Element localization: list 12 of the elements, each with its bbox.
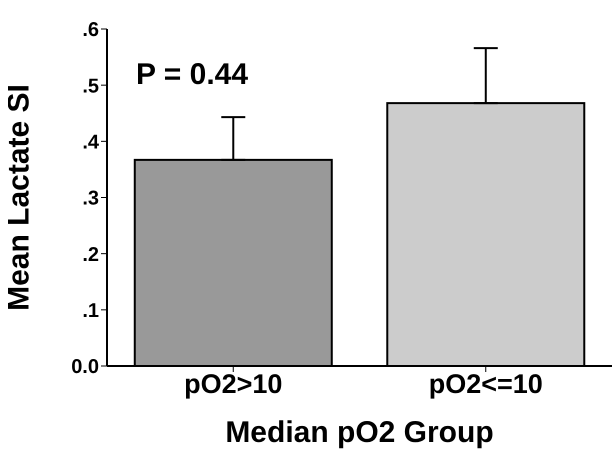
y-axis-title: Mean Lactate SI bbox=[2, 84, 36, 311]
y-tick-label: .5 bbox=[82, 75, 99, 98]
x-tick-label: pO2>10 bbox=[184, 369, 282, 400]
x-tick-label: pO2<=10 bbox=[428, 369, 543, 400]
y-tick-label: .3 bbox=[82, 188, 99, 210]
y-tick-label: 0.0 bbox=[71, 356, 99, 378]
x-axis-title: Median pO2 Group bbox=[224, 416, 495, 450]
y-tick-label: .4 bbox=[82, 131, 100, 154]
annotation: P = 0.44 bbox=[136, 58, 248, 92]
y-tick-label: .6 bbox=[82, 19, 99, 42]
y-tick-label: .1 bbox=[82, 300, 99, 322]
y-tick-label: .2 bbox=[82, 244, 99, 266]
